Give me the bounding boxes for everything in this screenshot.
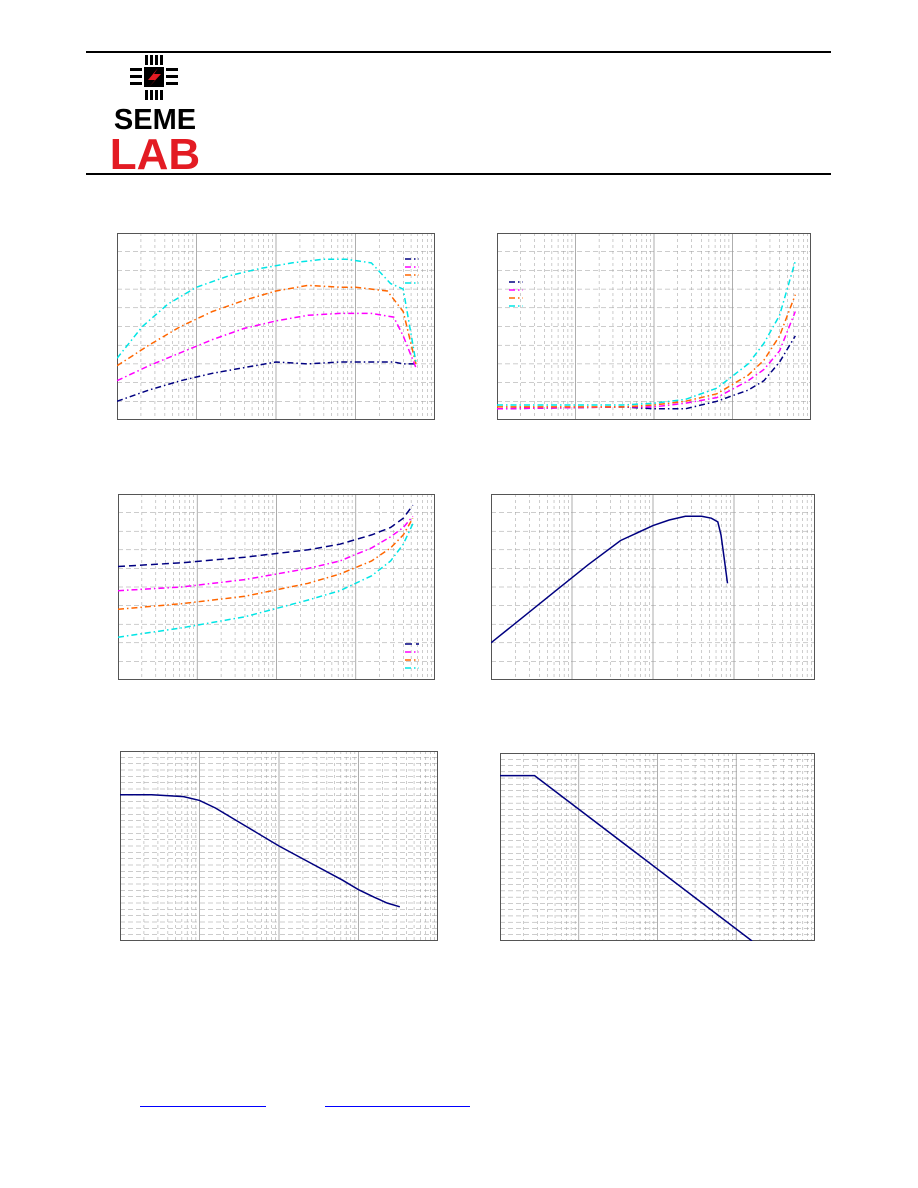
header-bottom-rule: [86, 173, 831, 175]
series-line-1: [491, 515, 729, 644]
series-line-3: [118, 517, 414, 611]
chart-2: [497, 233, 811, 420]
series-line-2: [117, 312, 417, 382]
logo-text-seme: SEME: [114, 104, 196, 136]
series-line-1: [117, 361, 416, 403]
plot-frame: [117, 233, 435, 420]
footer-link-underline-2[interactable]: [325, 1106, 470, 1107]
plot-frame: [500, 753, 815, 941]
chart-4: [491, 494, 815, 680]
chart-6: [500, 753, 815, 941]
footer-link-underline-1[interactable]: [140, 1106, 266, 1107]
series-line-1: [500, 774, 753, 941]
plot-frame: [120, 751, 438, 941]
plot-frame: [497, 233, 811, 420]
series-line-2: [118, 515, 414, 592]
header-top-rule: [86, 51, 831, 53]
chart-5: [120, 751, 438, 941]
series-line-4: [497, 260, 797, 406]
seme-lab-logo: SEME LAB: [100, 55, 212, 179]
series-line-4: [117, 258, 417, 363]
series-line-1: [118, 504, 414, 568]
chart-1: [117, 233, 435, 420]
plot-frame: [491, 494, 815, 680]
chart-3: [118, 494, 435, 680]
series-line-1: [120, 793, 401, 908]
plot-frame: [118, 494, 435, 680]
logo-text-lab: LAB: [110, 130, 200, 173]
series-line-3: [117, 284, 417, 367]
series-line-4: [118, 523, 414, 638]
series-line-3: [497, 294, 797, 408]
logo-chip-icon: [130, 55, 178, 100]
